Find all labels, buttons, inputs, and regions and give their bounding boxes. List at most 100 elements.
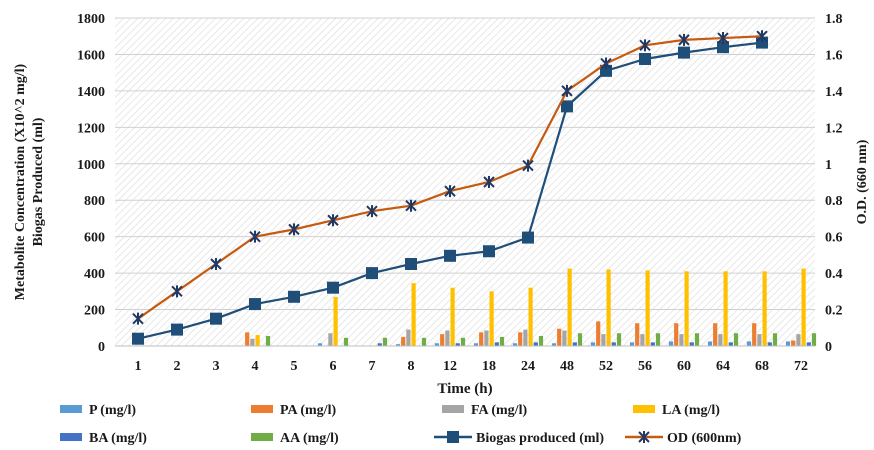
marker-s0-1 xyxy=(171,323,183,336)
bar-s5-14 xyxy=(694,333,700,346)
bar-s2-8 xyxy=(445,330,450,346)
marker-s1-0 xyxy=(132,312,144,325)
x-tick-label-9: 18 xyxy=(482,359,496,374)
y-tick-label-4: 800 xyxy=(84,194,105,209)
bar-s2-12 xyxy=(601,334,606,346)
legend-label-2: FA (mg/l) xyxy=(471,403,527,418)
x-tick-label-3: 4 xyxy=(252,359,259,374)
marker-s0-10 xyxy=(522,231,534,244)
plot-area-background xyxy=(115,18,815,346)
bar-s2-10 xyxy=(523,329,528,346)
gridlines xyxy=(115,17,815,311)
marker-s0-5 xyxy=(327,281,339,294)
bar-s2-7 xyxy=(406,329,411,346)
y2-tick-label-4: 0.8 xyxy=(825,194,843,209)
marker-s1-2 xyxy=(210,258,222,270)
y-tick-label-6: 1200 xyxy=(77,121,105,136)
bar-s2-3 xyxy=(250,338,255,346)
bar-s4-10 xyxy=(533,342,538,346)
bar-s1-15 xyxy=(713,323,718,346)
bar-s2-5 xyxy=(328,333,333,346)
x-tick-label-7: 8 xyxy=(408,359,415,374)
bar-s2-16 xyxy=(757,334,762,346)
y2-tick-label-8: 1.6 xyxy=(825,48,843,63)
marker-s1-5 xyxy=(327,214,339,227)
marker-s0-15 xyxy=(717,41,729,54)
y2-tick-label-0: 0 xyxy=(825,340,832,355)
marker-s1-7 xyxy=(405,199,417,212)
legend-swatch-4 xyxy=(60,433,82,441)
y-tick-label-5: 1000 xyxy=(77,158,105,173)
y-tick-label-7: 1400 xyxy=(77,85,105,100)
marker-s1-10 xyxy=(522,159,534,172)
legend-swatch-3 xyxy=(633,405,655,413)
bar-s0-17 xyxy=(785,341,791,346)
bar-s5-5 xyxy=(343,337,349,346)
marker-s1-16 xyxy=(756,30,768,43)
bar-s5-7 xyxy=(421,337,427,346)
bar-s1-13 xyxy=(635,323,640,346)
bar-s5-11 xyxy=(577,333,583,346)
x-axis-ticks: 1 2 3 4 5 6 7 8 12 18 24 48 52 56 60 64 68 72 xyxy=(135,359,809,374)
y2-axis-label: O.D. (660 nm) xyxy=(855,139,870,224)
bar-s1-12 xyxy=(596,321,601,346)
bar-s3-16 xyxy=(762,271,767,346)
bar-s0-9 xyxy=(473,343,479,346)
bar-s4-9 xyxy=(494,342,499,346)
x-axis-label: Time (h) xyxy=(437,381,492,397)
legend-label-3: LA (mg/l) xyxy=(662,403,720,418)
bar-s2-15 xyxy=(718,334,723,346)
bar-s4-8 xyxy=(455,343,460,346)
marker-s1-9 xyxy=(483,176,495,188)
bar-s3-11 xyxy=(567,268,572,346)
bar-s0-8 xyxy=(434,343,440,346)
marker-s1-11 xyxy=(561,84,573,97)
bar-s2-17 xyxy=(796,334,801,346)
bar-s4-11 xyxy=(572,342,577,346)
bar-s0-7 xyxy=(395,344,401,346)
x-tick-label-16: 68 xyxy=(755,359,769,374)
bar-s3-7 xyxy=(411,283,416,346)
bar-s0-13 xyxy=(629,342,635,346)
legend-label-5: AA (mg/l) xyxy=(280,431,339,446)
x-tick-label-15: 64 xyxy=(716,359,730,374)
bar-s3-5 xyxy=(333,296,338,346)
y-tick-label-2: 400 xyxy=(84,267,105,282)
y-tick-label-1: 200 xyxy=(84,304,105,319)
legend-marker-7 xyxy=(638,431,650,443)
bar-s0-12 xyxy=(590,342,596,346)
x-tick-label-10: 24 xyxy=(521,359,535,374)
bar-s2-11 xyxy=(562,330,567,346)
bar-s4-13 xyxy=(650,342,655,346)
y-axis-ticks: 0 200 400 600 800 1000 1200 1400 1600 1800 xyxy=(77,12,105,355)
x-tick-label-8: 12 xyxy=(443,359,457,374)
bar-s3-8 xyxy=(450,287,455,346)
y-axis-label-line-1: Metabolite Concentration (X10^2 mg/l) xyxy=(13,63,28,300)
x-tick-label-1: 2 xyxy=(174,359,181,374)
bar-s5-15 xyxy=(733,333,739,346)
marker-s0-9 xyxy=(483,245,495,258)
bar-s5-12 xyxy=(616,333,622,346)
bar-s1-3 xyxy=(245,332,250,346)
bar-s3-13 xyxy=(645,270,650,346)
line-series-group xyxy=(132,30,768,345)
marker-s0-2 xyxy=(210,312,222,325)
x-tick-label-11: 48 xyxy=(560,359,574,374)
bar-s4-16 xyxy=(767,342,772,346)
marker-s1-3 xyxy=(249,230,261,243)
legend-label-0: P (mg/l) xyxy=(89,403,136,418)
bar-s5-10 xyxy=(538,335,544,346)
bar-s1-17 xyxy=(791,340,796,346)
bar-s5-13 xyxy=(655,333,661,346)
marker-s0-4 xyxy=(288,290,300,303)
bar-s3-17 xyxy=(801,268,806,346)
legend: P (mg/l) PA (mg/l) FA (mg/l) LA (mg/l) BA (m… xyxy=(60,403,742,446)
marker-s1-13 xyxy=(639,39,651,52)
y2-axis-ticks: 0 0.2 0.4 0.6 0.8 1 1.2 1.4 1.6 1.8 xyxy=(825,12,843,355)
y2-tick-label-5: 1 xyxy=(825,158,832,173)
bar-s5-8 xyxy=(460,337,466,346)
x-tick-label-5: 6 xyxy=(330,359,337,374)
marker-s0-7 xyxy=(405,258,417,270)
legend-swatch-2 xyxy=(442,405,464,413)
